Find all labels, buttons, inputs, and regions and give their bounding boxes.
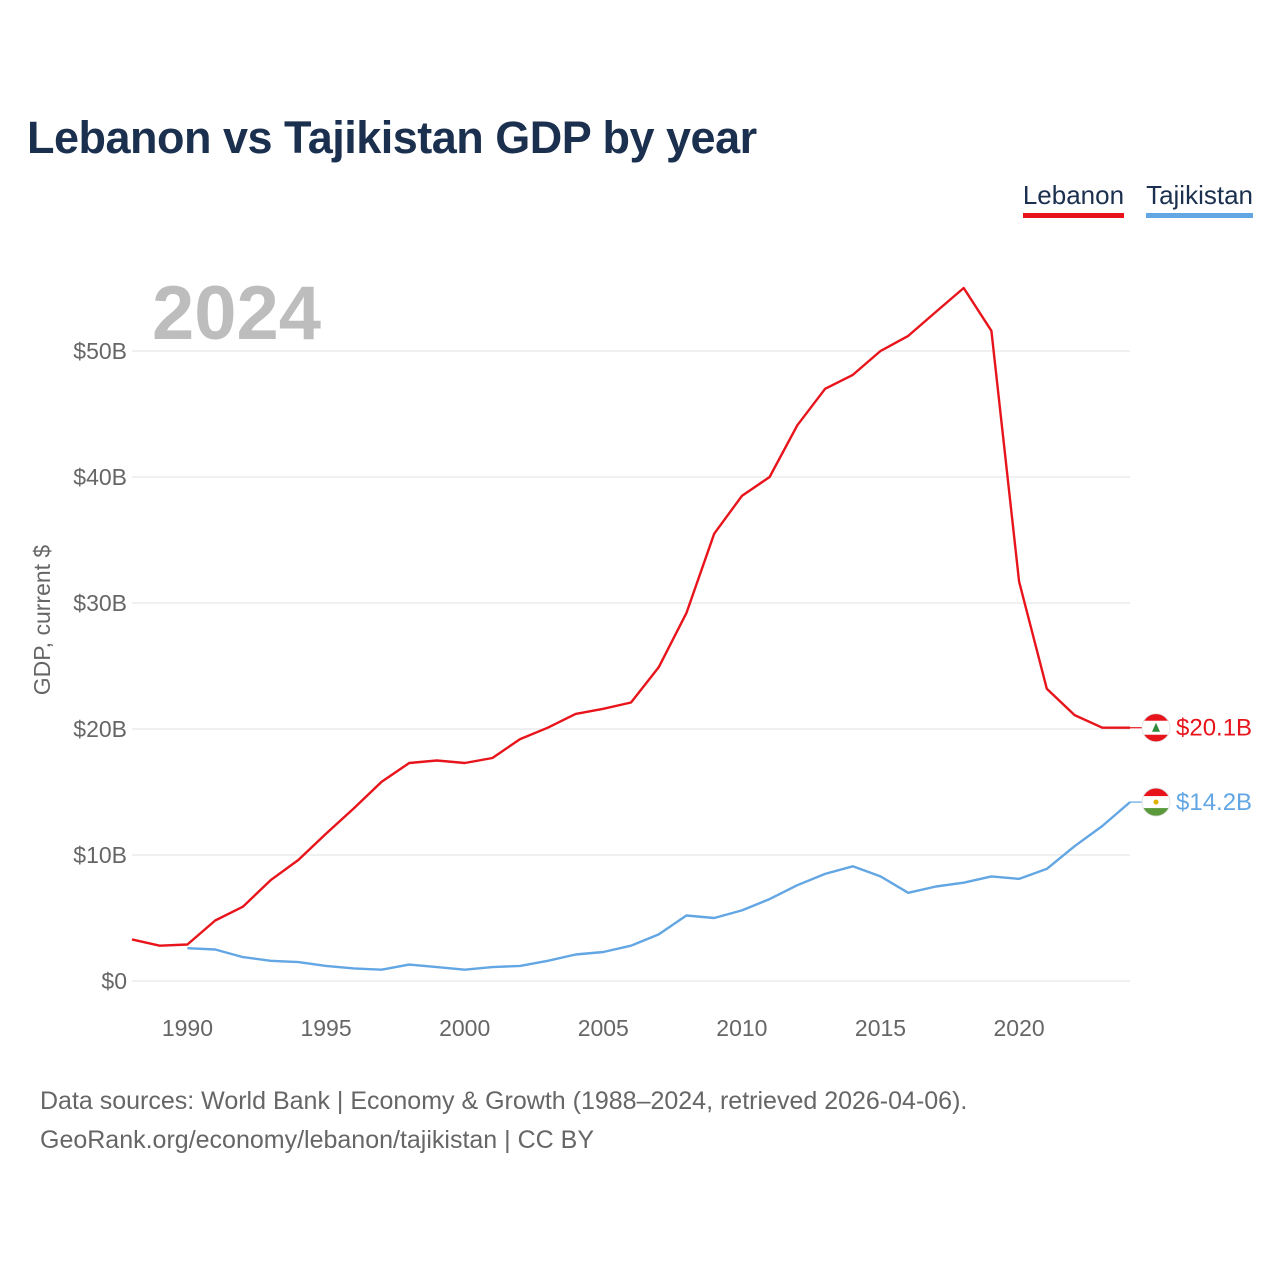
flag-red-top	[1142, 713, 1170, 721]
series-line-lebanon	[131, 286, 1130, 947]
flag-green-bottom	[1142, 808, 1170, 817]
crown-icon	[1153, 799, 1159, 805]
cedar-icon	[1152, 722, 1160, 732]
x-tick-label-2015: 2015	[855, 1015, 906, 1041]
x-axis-ticks: 1990 1995 2000 2005 2010 2015 2020	[162, 1015, 1045, 1041]
end-value-label-lebanon: $20.1B	[1176, 715, 1252, 742]
x-tick-label-1990: 1990	[162, 1015, 213, 1041]
flag-outline-0	[1141, 713, 1171, 743]
x-tick-label-2020: 2020	[994, 1015, 1045, 1041]
flag-red-bottom	[1142, 734, 1170, 742]
legend: Lebanon Tajikistan	[1022, 180, 1253, 218]
flag-icon-lebanon	[1142, 713, 1170, 742]
legend-item-lebanon[interactable]: Lebanon	[1022, 180, 1125, 218]
y-tick-label-10: $10B	[73, 842, 127, 868]
x-tick-label-2000: 2000	[439, 1015, 490, 1041]
source-url[interactable]: GeoRank.org/economy/lebanon/tajikistan |…	[40, 1126, 595, 1154]
y-axis-title: GDP, current $	[29, 545, 55, 696]
flag-icon-tajikistan	[1142, 788, 1170, 817]
series-line-tajikistan	[187, 801, 1131, 971]
y-tick-label-20: $20B	[73, 716, 127, 742]
y-tick-label-30: $30B	[73, 590, 127, 616]
y-tick-label-40: $40B	[73, 464, 127, 490]
end-markers: $20.1B $14.2B	[1130, 713, 1252, 817]
flag-red-top	[1142, 788, 1170, 797]
y-tick-label-0: $0	[101, 968, 127, 994]
flag-outline-1	[1141, 787, 1171, 817]
grid-lines	[132, 350, 1130, 982]
data-source-note: Data sources: World Bank | Economy & Gro…	[40, 1087, 968, 1115]
x-tick-label-1995: 1995	[300, 1015, 351, 1041]
series-lines	[131, 286, 1131, 971]
chart-title: Lebanon vs Tajikistan GDP by year	[27, 112, 757, 163]
y-axis-ticks: $0 $10B $20B $30B $40B $50B	[73, 338, 127, 994]
footer: Data sources: World Bank | Economy & Gro…	[40, 1082, 967, 1160]
x-tick-label-2010: 2010	[716, 1015, 767, 1041]
current-year-label: 2024	[152, 271, 321, 356]
end-value-label-tajikistan: $14.2B	[1176, 789, 1252, 816]
x-tick-label-2005: 2005	[578, 1015, 629, 1041]
y-tick-label-50: $50B	[73, 338, 127, 364]
legend-item-tajikistan[interactable]: Tajikistan	[1146, 180, 1253, 218]
